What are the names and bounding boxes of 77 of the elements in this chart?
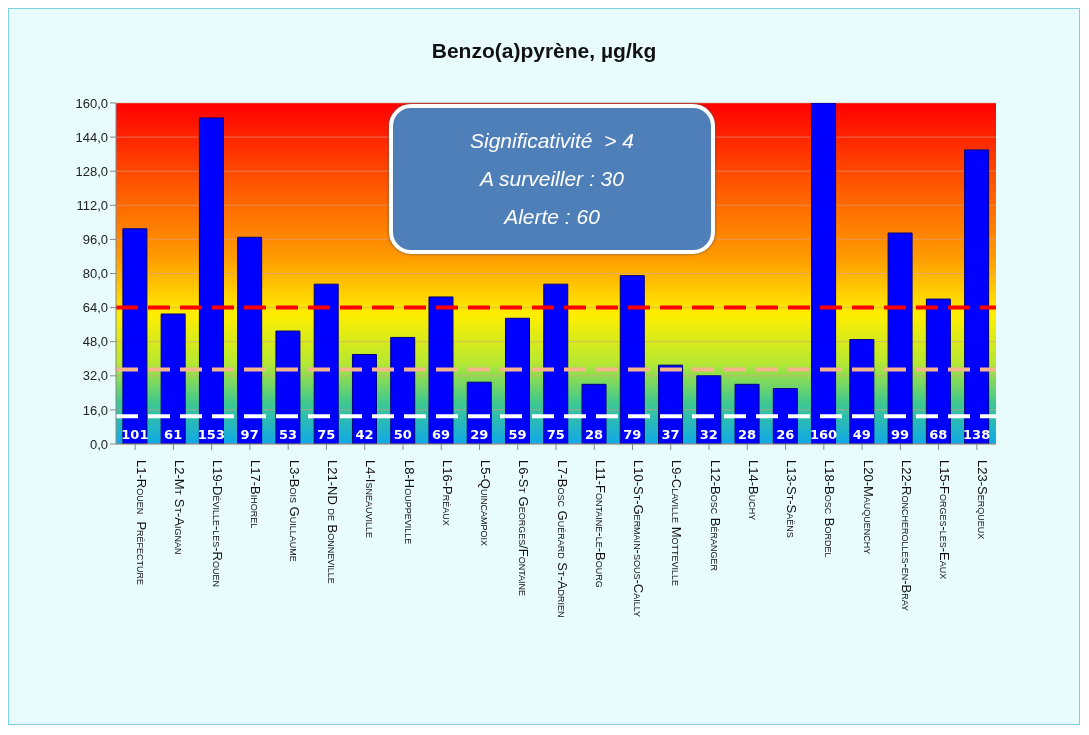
bar (619, 275, 645, 444)
x-tick-label: L8-Houppeville (401, 460, 417, 545)
annotation: A surveiller : 30 (478, 166, 625, 192)
data-label: 37 (661, 427, 680, 442)
bar (198, 117, 224, 444)
x-tick-label: L6-St Georges/Fontaine (516, 460, 532, 597)
bar (237, 236, 263, 444)
y-tick-label: 48,0 (82, 334, 108, 350)
x-tick-label: L15-Forges-les-Eaux (937, 460, 953, 580)
data-label: 28 (584, 427, 604, 442)
bar (887, 232, 913, 444)
x-tick-label: L20-Mauquenchy (860, 460, 876, 555)
x-tick-label: L12-Bosc Béranger (707, 460, 723, 572)
y-tick-label: 64,0 (82, 300, 108, 316)
x-tick-label: L13-St-Saëns (784, 460, 800, 538)
y-tick-label: 112,0 (76, 197, 108, 213)
y-tick-label: 32,0 (82, 368, 108, 384)
bar (275, 330, 301, 444)
bar (160, 313, 186, 444)
x-tick-label: L10-St-Germain-sous-Cailly (631, 460, 647, 618)
data-label: 79 (623, 427, 642, 442)
bar (390, 336, 416, 444)
data-label: 69 (431, 427, 451, 442)
y-tick-label: 0,0 (89, 436, 108, 452)
y-tick-label: 144,0 (75, 129, 108, 145)
x-tick-label: L4-Isneauville (363, 460, 379, 538)
x-tick-label: L3-Bois Guillaume (286, 460, 302, 562)
x-tick-label: L11-Fontaine-le-Bourg (592, 460, 608, 588)
data-label: 32 (699, 427, 718, 442)
x-tick-label: L17-Bihorel (248, 460, 264, 529)
x-tick-label: L7-Bosc Guérard St-Adrien (554, 460, 570, 618)
data-label: 28 (738, 427, 757, 442)
data-label: 49 (852, 427, 871, 442)
bar (122, 228, 148, 444)
chart-title: Benzo(a)pyrène, µg/kg (430, 39, 658, 63)
data-label: 101 (121, 427, 149, 442)
y-tick-label: 16,0 (82, 402, 108, 418)
x-tick-label: L2-Mt St-Aignan (171, 460, 187, 555)
bar (581, 383, 607, 444)
data-label: 75 (546, 427, 565, 442)
bar (505, 317, 530, 444)
data-label: 53 (278, 427, 297, 442)
bar (925, 298, 951, 444)
x-tick-label: L16-Préaux (439, 460, 455, 526)
data-label: 75 (317, 427, 336, 442)
x-tick-label: L1-Rouen Préfecture (133, 460, 149, 586)
data-label: 42 (355, 427, 374, 442)
data-label: 97 (240, 427, 259, 442)
data-label: 29 (470, 427, 489, 442)
annotation: Significativité > 4 (469, 128, 635, 154)
data-label: 153 (197, 427, 225, 442)
bar (964, 149, 990, 444)
x-tick-label: L23-Serqueux (975, 460, 991, 540)
data-label: 68 (929, 427, 948, 442)
x-tick-label: L21-ND de Bonneville (325, 460, 340, 584)
x-tick-label: L19-Déville-les-Rouen (210, 460, 226, 587)
x-tick-label: L5-Quincampoix (478, 460, 494, 546)
bar (734, 383, 760, 444)
data-label: 59 (508, 427, 527, 442)
x-tick-label: L18-Bosc Bordel (822, 460, 838, 558)
annotation: Alerte : 60 (502, 204, 601, 230)
y-tick-label: 80,0 (82, 266, 108, 282)
y-tick-label: 128,0 (75, 163, 108, 179)
bar (428, 296, 454, 444)
y-tick-label: 160,0 (75, 95, 108, 111)
data-label: 50 (393, 427, 412, 442)
data-label: 99 (891, 427, 910, 442)
x-tick-label: L22-Roncherolles-en-Bray (898, 460, 914, 612)
data-label: 61 (164, 427, 183, 442)
x-tick-label: L9-Claville Motteville (669, 460, 685, 586)
bar (313, 283, 339, 444)
bar (811, 103, 837, 444)
bar (543, 283, 569, 444)
data-label: 26 (776, 427, 795, 442)
callout-box: Significativité > 4 A surveiller : 30 Alerte : 60 (389, 104, 715, 254)
y-tick-label: 96,0 (82, 232, 108, 248)
x-tick-label: L14-Buchy (745, 460, 761, 521)
